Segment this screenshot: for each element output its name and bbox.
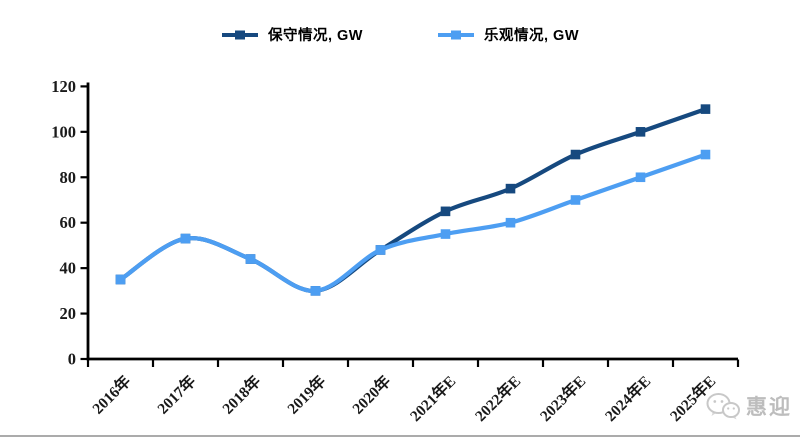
data-point-marker[interactable]: [505, 183, 516, 194]
data-point-marker[interactable]: [440, 206, 451, 217]
x-tick-label: 2017年: [153, 371, 200, 418]
x-tick-label: 2019年: [283, 371, 330, 418]
bottom-divider: [0, 435, 800, 437]
y-tick-label: 100: [51, 122, 76, 141]
data-point-marker[interactable]: [570, 195, 581, 205]
series-line-1: [118, 152, 708, 293]
data-point-marker[interactable]: [700, 149, 711, 160]
x-tick-label: 2016年: [88, 371, 135, 418]
data-point-marker[interactable]: [115, 274, 126, 285]
watermark: 惠迎: [705, 391, 792, 421]
data-point-marker[interactable]: [245, 254, 256, 264]
legend: 保守情况, GW 乐观情况, GW: [0, 24, 800, 45]
data-point-marker[interactable]: [635, 172, 646, 183]
y-tick-label: 0: [68, 350, 76, 369]
y-tick-label: 60: [60, 213, 77, 232]
data-point-marker[interactable]: [440, 229, 451, 239]
legend-item-conservative[interactable]: 保守情况, GW: [221, 24, 363, 45]
wechat-icon: [706, 393, 740, 420]
data-point-marker[interactable]: [505, 217, 516, 228]
watermark-text: 惠迎: [746, 395, 792, 419]
x-tick-label: 2023年E: [536, 371, 590, 425]
x-tick-label: 2021年E: [406, 371, 460, 425]
x-tick-label: 2022年E: [471, 371, 525, 425]
legend-marker-optimistic: [438, 30, 474, 39]
data-point-marker[interactable]: [375, 245, 386, 255]
legend-marker-conservative: [221, 30, 258, 39]
data-point-marker[interactable]: [635, 127, 646, 137]
y-tick-label: 120: [51, 77, 76, 96]
data-point-marker[interactable]: [310, 286, 321, 296]
x-tick-label: 2024年E: [601, 371, 655, 425]
x-tick-label: 2018年: [218, 371, 265, 418]
legend-item-optimistic[interactable]: 乐观情况, GW: [437, 24, 579, 45]
legend-label-optimistic: 乐观情况, GW: [484, 28, 580, 44]
data-point-marker[interactable]: [570, 149, 581, 160]
y-tick-label: 40: [60, 259, 77, 278]
x-tick-label: 2020年: [348, 371, 395, 418]
data-point-marker[interactable]: [700, 104, 711, 114]
series-line-0: [118, 107, 708, 293]
legend-label-conservative: 保守情况, GW: [267, 28, 363, 44]
y-tick-label: 80: [60, 168, 77, 187]
data-point-marker[interactable]: [180, 233, 191, 244]
y-tick-label: 20: [60, 304, 77, 323]
